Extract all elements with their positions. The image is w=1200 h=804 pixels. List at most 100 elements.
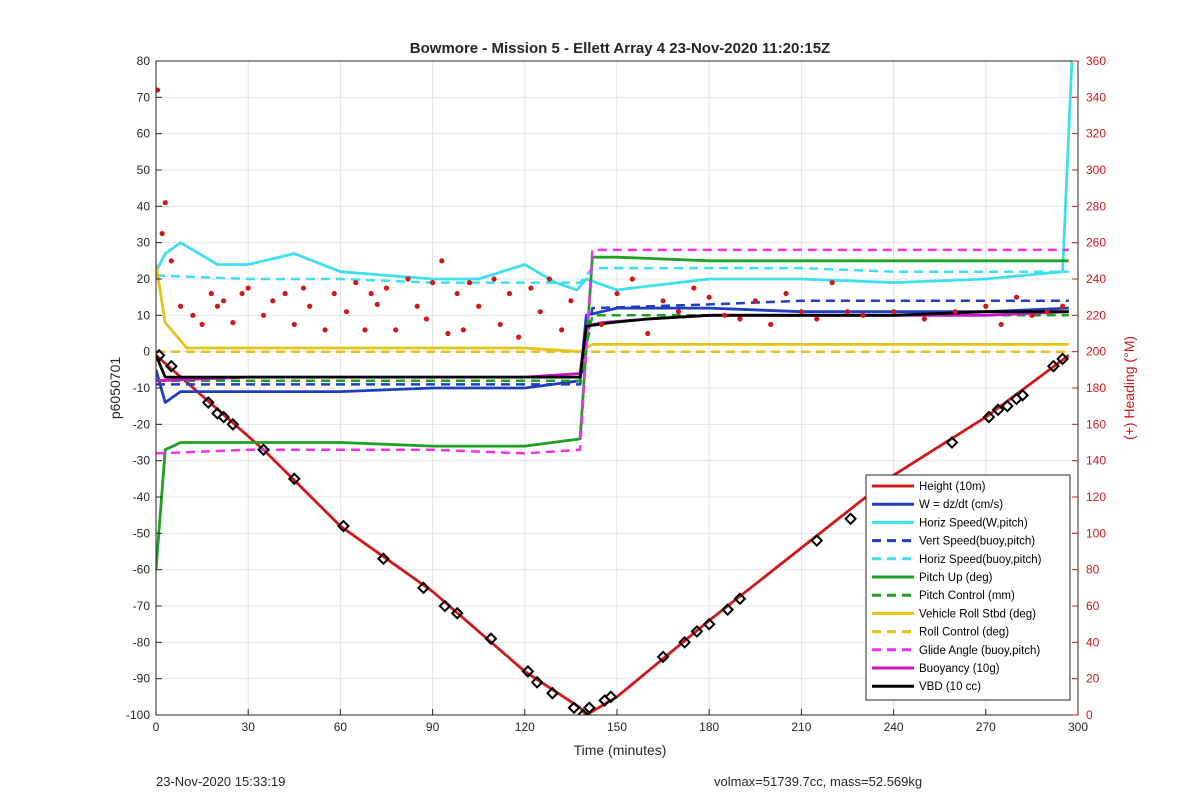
height-marker <box>844 512 857 526</box>
heading-point <box>891 309 897 315</box>
legend-entry: Roll Control (deg) <box>919 627 1009 639</box>
heading-point <box>260 312 267 318</box>
heading-point <box>214 303 221 309</box>
heading-point <box>199 321 205 328</box>
heading-point <box>506 290 513 297</box>
y2-tick-label: 260 <box>1086 236 1106 250</box>
heading-point <box>497 321 503 328</box>
y2-tick-label: 320 <box>1086 127 1106 141</box>
y2-tick-label: 300 <box>1086 163 1106 177</box>
series-line-4 <box>156 299 1069 386</box>
heading-point <box>430 280 436 286</box>
height-marker <box>945 436 959 449</box>
heading-point <box>162 200 168 206</box>
heading-point <box>374 301 380 308</box>
heading-point <box>423 316 430 322</box>
height-marker <box>810 534 824 548</box>
legend-entry: Horiz Speed(W,pitch) <box>919 517 1028 529</box>
y2-tick-label: 120 <box>1086 490 1106 504</box>
y-tick-label: -20 <box>133 417 151 431</box>
y-tick-label: -30 <box>133 454 151 468</box>
y2-tick-label: 40 <box>1086 635 1100 649</box>
y-tick-label: 70 <box>137 90 151 104</box>
legend-entry: Horiz Speed(buoy,pitch) <box>919 554 1042 566</box>
heading-point <box>307 303 313 309</box>
heading-point <box>921 316 927 322</box>
legend-entry: Vehicle Roll Stbd (deg) <box>919 608 1036 620</box>
y2-tick-label: 60 <box>1086 599 1100 613</box>
y2-tick-label: 20 <box>1086 672 1100 686</box>
y2-tick-label: 140 <box>1086 454 1106 468</box>
series-line-8 <box>156 264 1069 354</box>
height-marker <box>377 552 390 566</box>
heading-point <box>645 330 651 337</box>
height-marker <box>287 472 301 486</box>
x-tick-label: 150 <box>607 720 627 734</box>
series-line-5 <box>156 266 1069 284</box>
y-tick-label: -60 <box>133 563 151 577</box>
heading-point <box>1044 309 1050 315</box>
y2-ticks: 3603403203002802602402202001801601401201… <box>1072 54 1106 722</box>
legend-entry: VBD (10 cc) <box>919 681 981 693</box>
x-axis-label: Time (minutes) <box>574 742 667 758</box>
height-marker <box>733 592 747 606</box>
legend-entry: W = dz/dt (cm/s) <box>919 499 1003 511</box>
x-ticks: 0 30 60 90 120 150 180 210 240 270 300 <box>153 709 1088 734</box>
x-tick-label: 120 <box>515 720 535 734</box>
heading-point <box>168 258 174 264</box>
heading-point <box>737 316 743 322</box>
heading-point <box>239 290 245 297</box>
heading-point <box>245 285 251 291</box>
height-marker <box>226 417 240 431</box>
heading-point <box>721 312 728 318</box>
heading-point <box>829 280 835 286</box>
legend-entry: Buoyancy (10g) <box>919 663 1000 675</box>
legend-entry: Pitch Up (deg) <box>919 572 993 584</box>
heading-point <box>998 321 1004 328</box>
height-marker <box>721 603 735 617</box>
height-marker <box>416 581 430 595</box>
heading-point <box>190 312 196 318</box>
x-tick-label: 180 <box>699 720 719 734</box>
heading-point <box>983 303 989 309</box>
y-tick-label: -40 <box>133 490 151 504</box>
heading-point <box>614 290 620 297</box>
heading-point <box>405 276 411 282</box>
heading-point <box>1060 303 1066 309</box>
heading-point <box>559 327 565 333</box>
legend-entry: Pitch Control (mm) <box>919 590 1015 602</box>
height-marker <box>217 410 231 424</box>
y-tick-label: 0 <box>143 345 150 359</box>
height-marker <box>982 410 996 424</box>
heading-point <box>291 321 297 328</box>
y-tick-label: 20 <box>137 272 151 286</box>
y-tick-label: 40 <box>137 199 151 213</box>
y-tick-label: -100 <box>126 708 150 722</box>
heading-point <box>221 298 227 304</box>
height-marker <box>604 690 618 704</box>
heading-point <box>752 298 758 304</box>
height-marker <box>546 686 559 700</box>
height-marker <box>991 403 1005 417</box>
heading-point <box>208 290 214 297</box>
x-tick-label: 90 <box>426 720 440 734</box>
y-tick-label: 10 <box>137 308 151 322</box>
heading-point <box>952 309 958 315</box>
y2-tick-label: 180 <box>1086 381 1106 395</box>
y-axis-label: p6050701 <box>107 357 123 420</box>
heading-point <box>343 309 350 315</box>
heading-point <box>353 280 359 286</box>
height-marker <box>1000 399 1014 413</box>
heading-point <box>768 321 774 328</box>
legend-entry: Height (10m) <box>919 481 986 493</box>
heading-point <box>706 294 712 300</box>
heading-point <box>1013 294 1020 300</box>
heading-point <box>476 303 482 309</box>
height-marker <box>1046 359 1060 373</box>
y2-tick-label: 80 <box>1086 563 1100 577</box>
heading-point <box>270 298 276 304</box>
heading-point <box>322 327 328 333</box>
heading-point <box>177 303 184 309</box>
heading-point <box>368 290 374 297</box>
